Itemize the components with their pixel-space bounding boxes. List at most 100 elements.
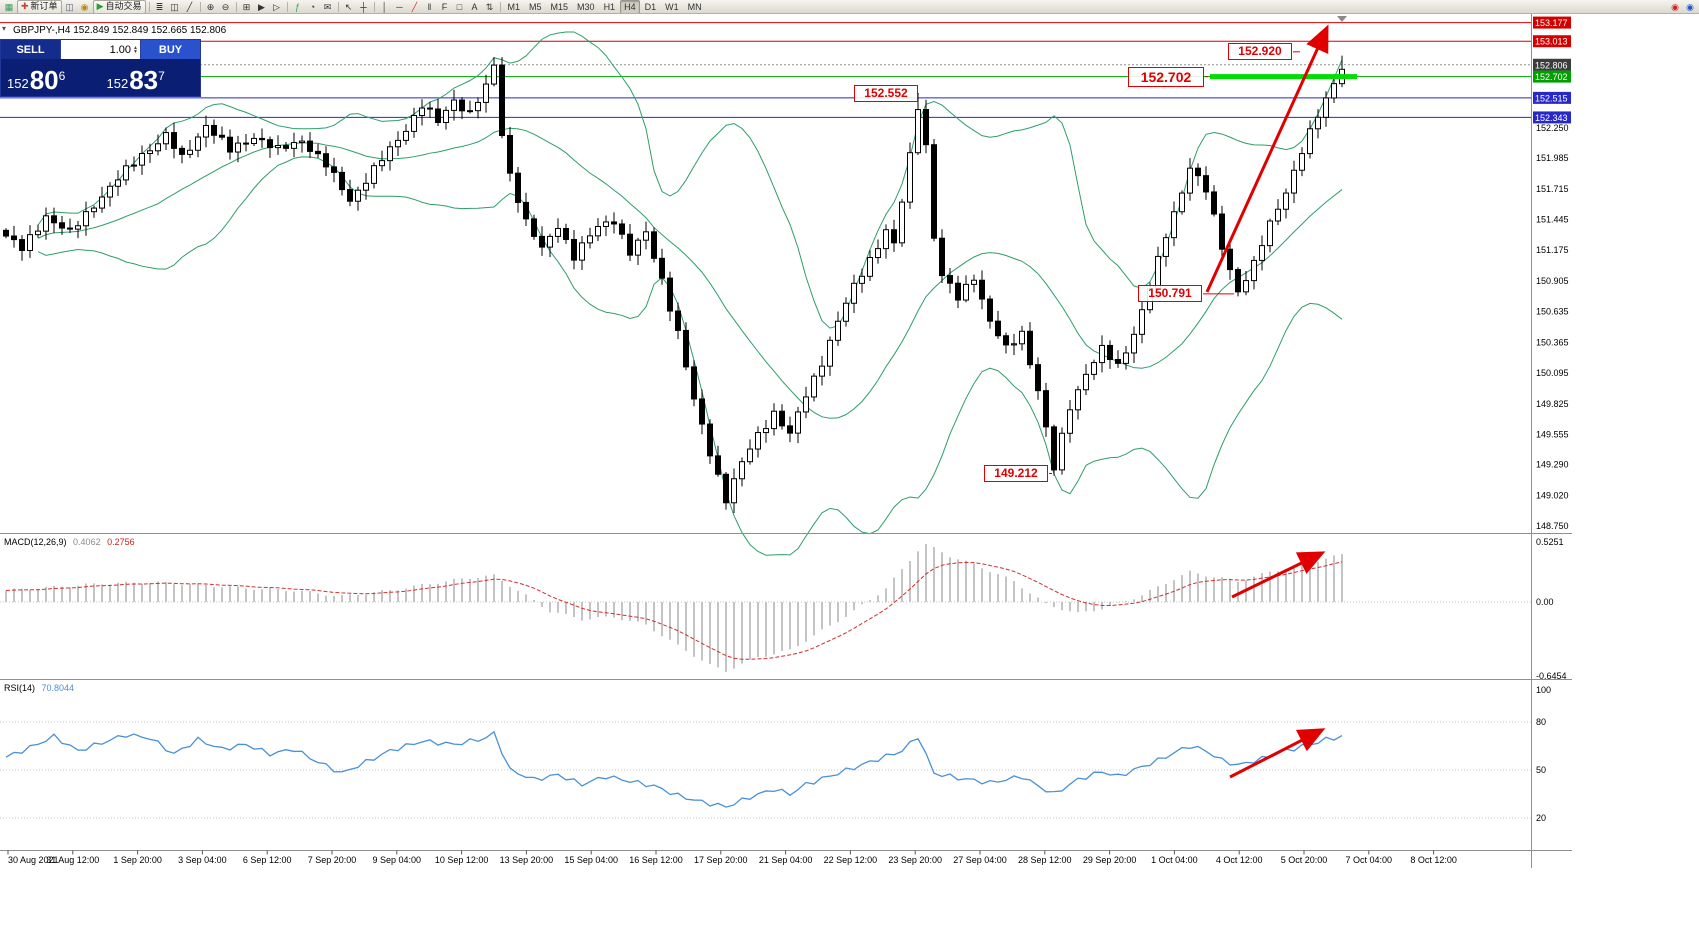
trendline-icon[interactable]: ╱ — [411, 1, 418, 12]
auto-scroll-icon[interactable]: ▶ — [258, 1, 265, 12]
chart-shift-icon[interactable]: ▷ — [273, 1, 280, 12]
svg-text:-0.6454: -0.6454 — [1536, 671, 1567, 681]
community-icon[interactable]: ◉ — [1686, 1, 1694, 12]
timeframe-m15-button[interactable]: M15 — [550, 1, 569, 12]
svg-text:1 Oct 04:00: 1 Oct 04:00 — [1151, 855, 1198, 865]
chart-annotations[interactable] — [916, 24, 1329, 779]
green-resistance-band[interactable] — [1210, 74, 1357, 80]
cursor-icon[interactable]: ↖ — [344, 1, 353, 12]
svg-text:153.177: 153.177 — [1535, 18, 1568, 28]
periods-icon[interactable]: ◔ — [309, 1, 316, 12]
timeframe-d1-button[interactable]: D1 — [644, 1, 657, 12]
svg-text:21 Sep 04:00: 21 Sep 04:00 — [759, 855, 813, 865]
macd-panel[interactable]: 0.5251 0.00 -0.6454 — [0, 537, 1567, 681]
equidistant-channel-icon[interactable]: ‖ — [427, 1, 432, 12]
svg-text:150.905: 150.905 — [1536, 276, 1569, 286]
line-chart-type-icon[interactable]: ╱ — [186, 1, 193, 12]
svg-text:80: 80 — [1536, 717, 1546, 727]
svg-text:16 Sep 12:00: 16 Sep 12:00 — [629, 855, 683, 865]
svg-text:152.515: 152.515 — [1535, 93, 1568, 103]
navigator-icon[interactable]: ◉ — [80, 1, 89, 12]
trend-arrow-macd[interactable] — [1231, 551, 1326, 599]
autotrading-button-icon: ▶ — [96, 1, 104, 11]
toolbar: ▦ ✚ 新订单 ◫ ◉ ▶ 自动交易 ≣ ◫ ╱ ⊕ ⊖ ⊞ ▶ ▷ ƒ ◔ ✉ ↖ ┼ │ ─ ╱ ‖ F □ A ⇅ M1 M5 M15… — [0, 0, 1699, 14]
macd-label: MACD(12,26,9) 0.4062 0.2756 — [4, 537, 135, 547]
sell-button[interactable]: SELL — [1, 40, 61, 59]
tile-windows-icon[interactable]: ⊞ — [242, 1, 251, 12]
timeframe-mn-button[interactable]: MN — [687, 1, 702, 12]
svg-text:150.365: 150.365 — [1536, 337, 1569, 347]
price-axis[interactable]: 152.250 151.985 151.715 151.445 151.175 150.9… — [1533, 16, 1571, 531]
horizontal-level-lines[interactable] — [0, 22, 1531, 118]
market-watch-icon[interactable]: ◫ — [65, 1, 74, 12]
terminal-icon[interactable]: ▦ — [4, 1, 14, 12]
timeframe-m5-button[interactable]: M5 — [529, 1, 542, 12]
trend-arrow-main[interactable] — [1205, 24, 1329, 293]
rsi-name: RSI(14) — [4, 683, 36, 693]
trend-arrow-rsi[interactable] — [1229, 728, 1326, 779]
svg-text:149.555: 149.555 — [1536, 429, 1569, 439]
svg-text:148.750: 148.750 — [1536, 521, 1569, 531]
arrows-icon[interactable]: ⇅ — [485, 1, 494, 12]
svg-text:153.013: 153.013 — [1535, 37, 1568, 47]
price-callout-152.552[interactable]: 152.552 — [854, 85, 918, 103]
svg-text:152.702: 152.702 — [1535, 72, 1568, 82]
volume-value: 1.00 — [109, 43, 132, 56]
timeframe-h4-button[interactable]: H4 — [620, 0, 640, 13]
toolbar-separator — [337, 1, 339, 12]
svg-text:27 Sep 04:00: 27 Sep 04:00 — [953, 855, 1007, 865]
price-callout-152.920[interactable]: 152.920 — [1228, 43, 1292, 61]
shapes-icon[interactable]: □ — [456, 1, 463, 12]
svg-text:10 Sep 12:00: 10 Sep 12:00 — [435, 855, 489, 865]
chart-workspace[interactable]: 152.250 151.985 151.715 151.445 151.175 150.9… — [0, 14, 1572, 868]
svg-text:6 Sep 12:00: 6 Sep 12:00 — [243, 855, 292, 865]
svg-text:151.715: 151.715 — [1536, 184, 1569, 194]
volume-up-icon[interactable]: ▲ — [133, 44, 138, 51]
svg-text:149.825: 149.825 — [1536, 399, 1569, 409]
crosshair-icon[interactable]: ┼ — [360, 1, 367, 12]
indicators-icon[interactable]: ƒ — [294, 1, 300, 12]
chart-shift-marker-icon[interactable] — [1337, 16, 1347, 22]
bid-big-digits: 80 — [29, 65, 59, 95]
svg-text:50: 50 — [1536, 765, 1546, 775]
price-callout-152.702[interactable]: 152.702 — [1128, 66, 1204, 87]
svg-text:100: 100 — [1536, 685, 1551, 695]
svg-text:9 Sep 04:00: 9 Sep 04:00 — [373, 855, 422, 865]
timeframe-h1-button[interactable]: H1 — [603, 1, 616, 12]
timeframe-m30-button[interactable]: M30 — [577, 1, 595, 12]
toolbar-separator — [199, 1, 201, 12]
new-order-button[interactable]: ✚ 新订单 — [17, 0, 62, 13]
price-callout-149.212[interactable]: 149.212 — [984, 464, 1048, 482]
volume-spin-buttons[interactable]: ▲ ▼ — [133, 44, 138, 55]
svg-text:149.290: 149.290 — [1536, 460, 1569, 470]
horizontal-line-icon[interactable]: ─ — [396, 1, 403, 12]
candles-chart-type-icon[interactable]: ◫ — [170, 1, 179, 12]
zoom-in-icon[interactable]: ⊕ — [206, 1, 215, 12]
one-click-collapse-icon[interactable]: ▾ — [2, 24, 7, 33]
buy-button[interactable]: BUY — [140, 40, 200, 59]
fibonacci-icon[interactable]: F — [441, 1, 448, 12]
price-chart[interactable]: 152.250 151.985 151.715 151.445 151.175 150.9… — [0, 14, 1572, 868]
timeframe-m1-button[interactable]: M1 — [507, 1, 521, 12]
alert-icon[interactable]: ◉ — [1671, 1, 1679, 12]
rsi-panel[interactable]: 100 80 50 20 — [0, 685, 1551, 823]
toolbar-separator — [373, 1, 375, 12]
volume-down-icon[interactable]: ▼ — [133, 48, 138, 55]
svg-text:7 Sep 20:00: 7 Sep 20:00 — [308, 855, 357, 865]
toolbar-separator — [499, 1, 501, 12]
candles-series — [3, 55, 1345, 514]
volume-stepper[interactable]: 1.00 ▲ ▼ — [61, 40, 140, 59]
bars-chart-type-icon[interactable]: ≣ — [155, 1, 164, 12]
timeframe-w1-button[interactable]: W1 — [665, 1, 679, 12]
svg-text:151.445: 151.445 — [1536, 215, 1569, 225]
templates-icon[interactable]: ✉ — [323, 1, 332, 12]
zoom-out-icon[interactable]: ⊖ — [221, 1, 230, 12]
price-callout-150.791[interactable]: 150.791 — [1138, 285, 1202, 303]
one-click-prices-row: 152 80 6 152 83 7 — [1, 59, 200, 96]
text-icon[interactable]: A — [471, 1, 478, 12]
new-order-button-label: 新订单 — [30, 1, 58, 11]
vertical-line-icon[interactable]: │ — [381, 1, 388, 12]
svg-text:7 Oct 04:00: 7 Oct 04:00 — [1346, 855, 1393, 865]
autotrading-button[interactable]: ▶ 自动交易 — [92, 0, 146, 13]
